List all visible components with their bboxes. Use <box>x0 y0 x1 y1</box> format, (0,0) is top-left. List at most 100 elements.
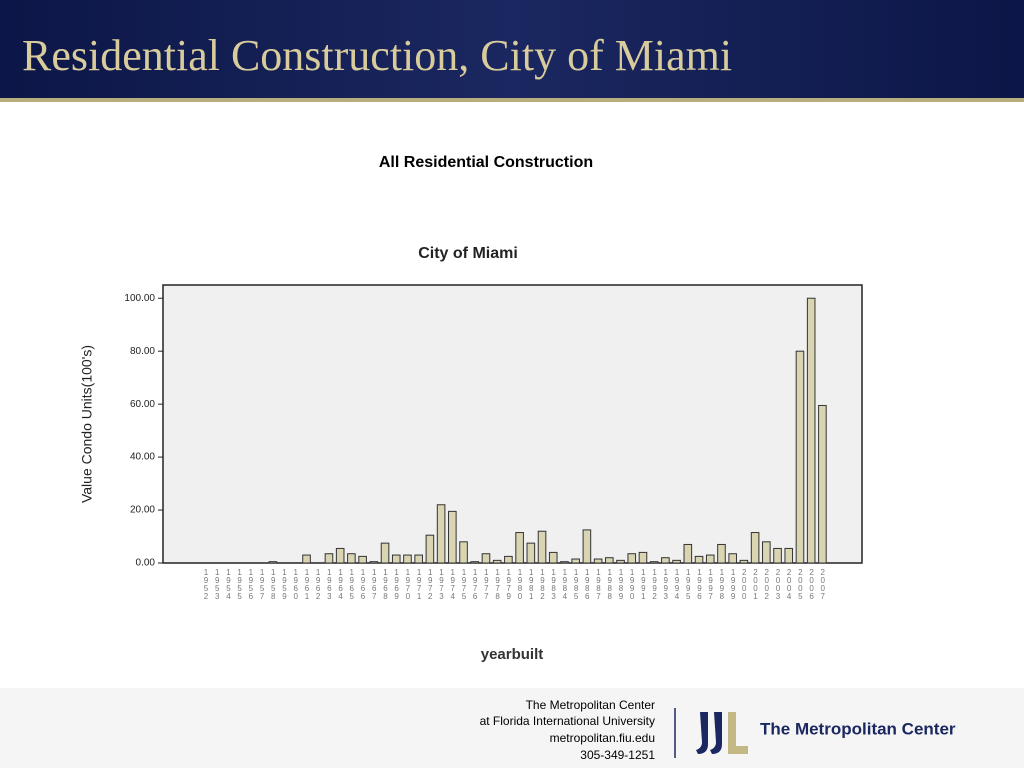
x-tick-label: 2007 <box>818 568 827 600</box>
chart-title: City of Miami <box>418 245 518 262</box>
x-tick-label: 1997 <box>706 568 715 600</box>
x-tick-label: 1961 <box>302 568 311 600</box>
x-tick-label: 1981 <box>527 568 536 600</box>
x-tick-label: 1953 <box>213 568 222 600</box>
x-tick-label: 1960 <box>291 568 300 600</box>
bar <box>358 555 367 564</box>
x-tick-label: 1977 <box>482 568 491 600</box>
y-tick-label: 80.00 <box>130 346 155 357</box>
x-tick-label: 1971 <box>415 568 424 600</box>
x-tick-label: 1979 <box>504 568 513 600</box>
x-tick-label: 1988 <box>605 568 614 600</box>
footer-line: at Florida International University <box>480 714 655 728</box>
x-tick-label: 2000 <box>740 568 749 600</box>
footer-band <box>0 688 1024 768</box>
y-tick-label: 60.00 <box>130 399 155 410</box>
x-tick-label: 1998 <box>717 568 726 600</box>
x-tick-label: 1986 <box>583 568 592 600</box>
bar <box>302 554 311 564</box>
x-tick-label: 1970 <box>403 568 412 600</box>
bar <box>391 554 401 564</box>
bar <box>605 557 614 564</box>
bar <box>504 555 513 564</box>
x-tick-label: 1982 <box>538 568 547 600</box>
bar <box>268 561 278 564</box>
bar <box>347 553 356 564</box>
x-tick-label: 1976 <box>471 568 480 600</box>
footer-line: metropolitan.fiu.edu <box>550 731 655 745</box>
bar <box>571 558 580 564</box>
bar <box>705 554 715 564</box>
x-tick-label: 1991 <box>639 568 648 600</box>
y-tick-label: 40.00 <box>130 452 155 463</box>
y-axis-label: Value Condo Units(100's) <box>79 345 95 503</box>
x-tick-label: 1987 <box>594 568 603 600</box>
bar <box>492 559 502 564</box>
heading: All Residential Construction <box>379 154 593 171</box>
x-tick-label: 1965 <box>347 568 356 600</box>
bar <box>380 542 390 564</box>
x-tick-label: 1994 <box>672 568 681 600</box>
x-tick-label: 1959 <box>280 568 289 600</box>
x-tick-label: 1975 <box>459 568 468 600</box>
x-tick-label: 1978 <box>493 568 502 600</box>
x-tick-label: 2006 <box>807 568 816 600</box>
bar <box>784 547 794 564</box>
bar <box>548 551 558 564</box>
logo-icon <box>696 712 748 754</box>
bar <box>739 559 749 564</box>
x-tick-label: 1985 <box>572 568 581 600</box>
footer-line: 305-349-1251 <box>580 748 655 762</box>
bar <box>683 543 693 564</box>
bar <box>728 553 737 564</box>
bar <box>717 543 726 564</box>
bar <box>448 510 457 564</box>
x-tick-label: 1990 <box>628 568 637 600</box>
x-tick-label: 2001 <box>751 568 760 600</box>
x-tick-label: 2002 <box>762 568 771 600</box>
x-tick-label: 2004 <box>785 568 794 600</box>
bar <box>537 530 547 564</box>
bar <box>414 554 423 564</box>
bar <box>806 297 816 564</box>
y-tick-label: 0.00 <box>136 558 156 569</box>
header-rule <box>0 98 1024 102</box>
slide-title: Residential Construction, City of Miami <box>22 31 732 80</box>
x-tick-label: 1962 <box>314 568 323 600</box>
x-tick-label: 1966 <box>358 568 367 600</box>
y-tick-label: 20.00 <box>130 505 155 516</box>
bar <box>459 541 468 564</box>
x-tick-label: 2005 <box>796 568 805 600</box>
header-band <box>0 0 1024 100</box>
x-axis-label: yearbuilt <box>481 646 544 663</box>
x-tick-label: 1996 <box>695 568 704 600</box>
bar <box>403 554 412 564</box>
x-tick-label: 1955 <box>235 568 244 600</box>
x-tick-label: 1980 <box>515 568 524 600</box>
bar <box>795 350 805 564</box>
bar <box>616 559 625 564</box>
x-tick-label: 2003 <box>773 568 782 600</box>
x-tick-label: 1957 <box>258 568 267 600</box>
bar <box>638 551 648 564</box>
bar <box>526 542 536 564</box>
x-tick-label: 1992 <box>650 568 659 600</box>
x-tick-label: 1995 <box>684 568 693 600</box>
bar <box>436 504 446 564</box>
bar <box>425 534 435 564</box>
bar <box>694 555 704 564</box>
bar <box>560 561 569 564</box>
bar <box>818 404 827 564</box>
bar <box>750 532 760 564</box>
bar <box>627 553 637 564</box>
x-tick-label: 1958 <box>269 568 278 600</box>
x-tick-label: 1999 <box>729 568 738 600</box>
bar <box>335 547 345 564</box>
bar <box>661 557 670 564</box>
x-tick-label: 1963 <box>325 568 334 600</box>
x-tick-label: 1972 <box>426 568 435 600</box>
bar <box>481 553 491 564</box>
plot-area <box>162 284 863 564</box>
y-tick-label: 100.00 <box>124 293 155 304</box>
